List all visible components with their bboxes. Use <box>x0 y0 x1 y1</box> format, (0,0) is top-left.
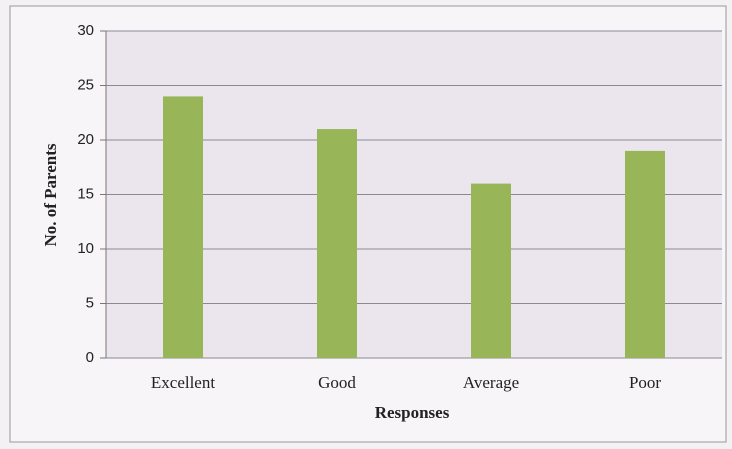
x-tick-label: Poor <box>629 373 661 392</box>
x-tick-label: Excellent <box>151 373 215 392</box>
x-tick-label: Average <box>463 373 519 392</box>
y-tick-label: 25 <box>77 76 94 93</box>
y-tick-label: 0 <box>86 349 94 366</box>
bar <box>471 183 511 358</box>
bar <box>625 150 665 358</box>
y-tick-label: 30 <box>77 22 94 39</box>
y-axis-title: No. of Parents <box>41 143 60 246</box>
bar <box>317 129 357 358</box>
x-tick-label: Good <box>318 373 356 392</box>
y-tick-label: 5 <box>86 294 94 311</box>
bar <box>163 96 203 359</box>
x-axis-title: Responses <box>375 403 450 422</box>
y-tick-label: 20 <box>77 131 94 148</box>
y-tick-label: 15 <box>77 185 94 202</box>
y-tick-label: 10 <box>77 240 94 257</box>
